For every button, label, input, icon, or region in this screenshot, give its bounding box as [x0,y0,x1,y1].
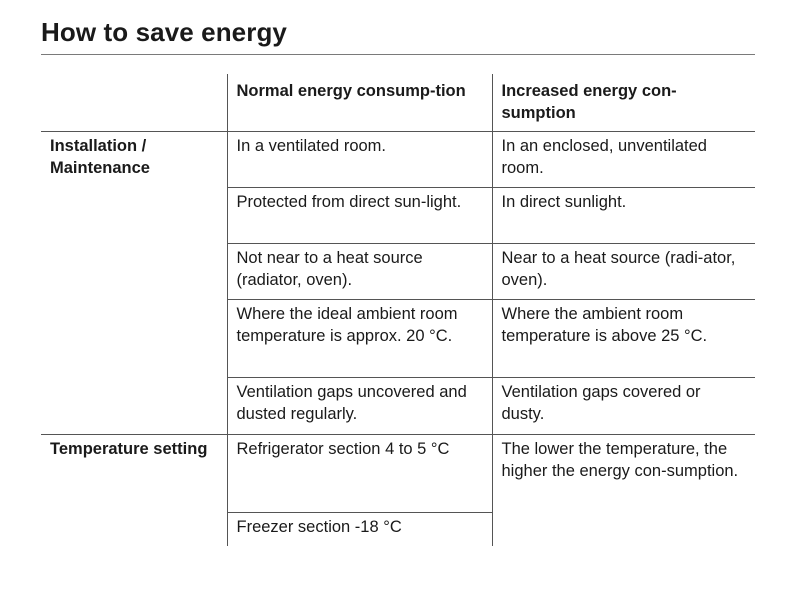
table-cell-increased: Ventilation gaps covered or dusty. [491,377,755,435]
table-cell-increased: In direct sunlight. [491,187,755,244]
table-cell-normal: Freezer section -18 °C [226,512,492,546]
page-title: How to save energy [41,17,287,47]
row-heading-temperature-setting: Temperature setting [50,439,208,458]
table-row: Not near to a heat source (radiator, ove… [41,243,755,300]
header-normal-consumption: Normal energy consump-tion [226,74,492,132]
table-cell-increased: Near to a heat source (radi-ator, oven). [491,243,755,300]
table-row: Installation / Maintenance In a ventilat… [41,131,755,435]
header-increased-consumption: Increased energy con-sumption [491,74,755,132]
table-row: Temperature setting Refrigerator section… [41,434,755,546]
title-divider [41,54,755,55]
table-row: Ventilation gaps uncovered and dusted re… [41,377,755,435]
table-cell-normal: Where the ideal ambient room temperature… [226,299,492,378]
table-row: Protected from direct sun-light. In dire… [41,187,755,244]
table-row: Freezer section -18 °C [41,512,755,546]
header-empty-cell [41,74,227,132]
energy-saving-table: Normal energy consump-tion Increased ene… [41,74,755,546]
table-cell-increased: Where the ambient room temperature is ab… [491,299,755,378]
row-heading-installation-maintenance: Installation / Maintenance [41,131,227,435]
table-cell-normal: Protected from direct sun-light. [226,187,492,244]
table-cell-increased: The lower the temperature, the higher th… [491,434,755,546]
table-header-row: Normal energy consump-tion Increased ene… [41,74,755,132]
table-cell-normal: In a ventilated room. [226,131,492,188]
table-cell-normal: Refrigerator section 4 to 5 °C [226,434,492,513]
table-row: Where the ideal ambient room temperature… [41,299,755,378]
table-cell-increased: In an enclosed, unventilated room. [491,131,755,188]
table-cell-normal: Ventilation gaps uncovered and dusted re… [226,377,492,435]
table-cell-normal: Not near to a heat source (radiator, ove… [226,243,492,300]
